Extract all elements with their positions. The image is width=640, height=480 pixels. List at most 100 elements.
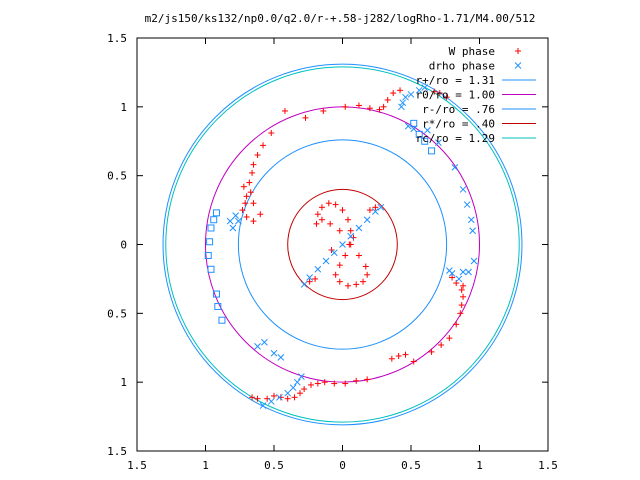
series-1-point xyxy=(347,227,354,234)
series-1-point xyxy=(458,302,465,309)
series-1-point xyxy=(314,211,321,218)
series-2-point xyxy=(355,224,363,232)
data-markers xyxy=(204,84,478,409)
series-1-point xyxy=(431,88,438,95)
series-1-point xyxy=(453,280,460,287)
y-tick-label: 1 xyxy=(120,376,127,389)
legend-marker-sample xyxy=(515,48,521,54)
series-2-point xyxy=(298,373,305,381)
series-2-point xyxy=(415,86,423,94)
series-1-point xyxy=(307,381,314,388)
series-3-point xyxy=(218,316,226,324)
series-1-point xyxy=(384,96,391,103)
series-1-point xyxy=(260,142,267,149)
plot-area: 1.5 1 0.5 0 0.5 1 1.51.510.500.511.5 xyxy=(107,32,558,472)
series-1-point xyxy=(460,282,467,289)
series-1-point xyxy=(277,394,284,401)
series-1-point xyxy=(247,189,254,196)
series-1-point xyxy=(312,275,319,282)
series-1-point xyxy=(458,286,465,293)
series-1-point xyxy=(331,380,338,387)
series-1-point xyxy=(291,394,298,401)
series-1-point xyxy=(388,355,395,362)
series-1-point xyxy=(355,102,362,109)
series-1-point xyxy=(318,216,325,223)
series-2-point xyxy=(410,125,418,133)
series-1-point xyxy=(446,335,453,342)
series-1-point xyxy=(376,106,383,113)
series-1-point xyxy=(320,107,327,114)
series-2-point xyxy=(289,384,297,392)
series-1-point xyxy=(249,394,256,401)
series-1-point xyxy=(397,87,404,94)
series-1-point xyxy=(239,207,246,214)
series-3-point xyxy=(210,216,218,224)
series-1-point xyxy=(342,103,349,110)
series-3-point xyxy=(214,302,222,310)
legend-entry: rc/ro = 1.29 xyxy=(416,132,536,145)
series-2-point xyxy=(293,378,301,386)
series-1-point xyxy=(339,207,346,214)
series-1-point xyxy=(314,380,321,387)
series-1-point xyxy=(336,227,343,234)
series-1-point xyxy=(250,200,257,207)
series-3-point xyxy=(410,119,418,127)
series-2-point xyxy=(459,268,467,276)
series-2-point xyxy=(270,349,278,357)
series-3-point xyxy=(415,130,423,138)
series-1-point xyxy=(344,282,351,289)
series-1-point xyxy=(460,293,467,300)
reference-circle-1 xyxy=(162,63,523,426)
series-2-point xyxy=(261,338,268,346)
axis-ticks: 1.5 1 0.5 0 0.5 1 1.51.510.500.511.5 xyxy=(107,32,558,472)
series-1-point xyxy=(281,107,288,114)
series-3-point xyxy=(421,137,429,145)
series-2-point xyxy=(235,217,242,225)
series-1-point xyxy=(318,204,325,211)
series-2-point xyxy=(421,84,429,91)
series-2-point xyxy=(402,93,409,101)
y-tick-label: 0.5 xyxy=(107,307,127,320)
legend-marker-sample xyxy=(514,62,522,69)
reference-circle-5 xyxy=(165,66,520,423)
series-2-point xyxy=(377,203,385,211)
reference-circles xyxy=(162,63,523,426)
series-1-point xyxy=(336,262,343,269)
legend-entry: r+/ro = 1.31 xyxy=(416,74,536,87)
series-1-point xyxy=(284,395,291,402)
y-tick-label: 1.5 xyxy=(107,32,127,45)
series-1-point xyxy=(240,183,247,190)
series-1-point xyxy=(390,90,397,97)
series-2-point xyxy=(407,91,415,98)
series-2-point xyxy=(339,241,346,248)
series-2-point xyxy=(232,212,239,219)
series-2-point xyxy=(259,402,267,409)
series-1-point xyxy=(250,161,257,168)
series-1-point xyxy=(453,321,460,328)
x-tick-label: 1.5 xyxy=(538,459,558,472)
series-1-point xyxy=(254,395,261,402)
series-1-point xyxy=(302,114,309,121)
series-1-point xyxy=(410,358,417,365)
series-2-point xyxy=(276,393,283,401)
series-1-point xyxy=(327,220,334,227)
y-tick-label: 0 xyxy=(120,239,127,252)
series-2-point xyxy=(398,103,405,111)
x-tick-label: 0.5 xyxy=(401,459,421,472)
series-1-point xyxy=(353,281,360,288)
series-1-point xyxy=(336,278,343,285)
legend-label: r-/ro = .76 xyxy=(422,103,495,116)
x-tick-label: 1 xyxy=(476,459,483,472)
series-2-point xyxy=(446,267,453,275)
legend-entry: W phase xyxy=(449,45,521,58)
series-1-point xyxy=(380,103,387,110)
series-2-point xyxy=(465,268,472,276)
legend-label: r+/ro = 1.31 xyxy=(416,74,495,87)
series-1-point xyxy=(242,200,249,207)
series-3-point xyxy=(207,265,215,273)
series-1-point xyxy=(271,392,277,399)
series-1-point xyxy=(344,216,351,223)
series-3-point xyxy=(212,209,220,217)
